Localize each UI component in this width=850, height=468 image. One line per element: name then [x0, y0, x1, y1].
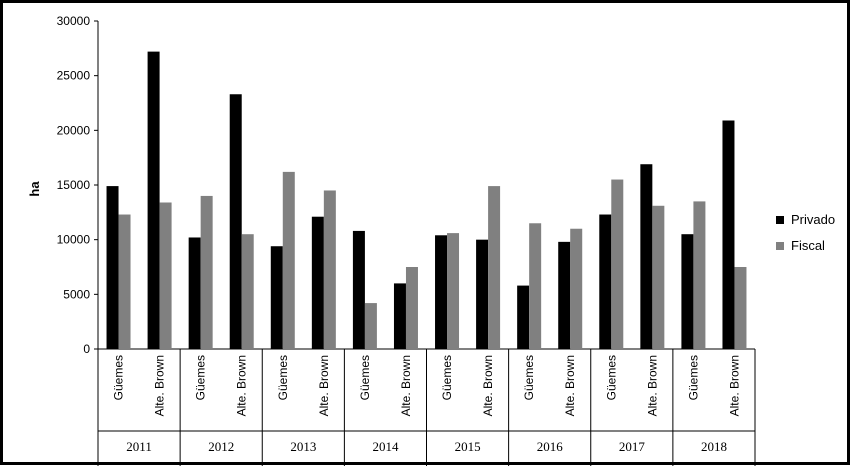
bar-privado-2014-guemes: [352, 230, 365, 349]
x-year-label: 2014: [372, 439, 399, 454]
bar-privado-2018-alte-brown: [722, 120, 735, 349]
y-tick-label: 25000: [57, 69, 91, 83]
x-category-label: Alte. Brown: [153, 355, 167, 416]
x-category-label: Alte. Brown: [727, 355, 741, 416]
bar-fiscal-2011-alte-brown: [159, 202, 172, 349]
bar-privado-2015-guemes: [435, 235, 448, 349]
x-category-label: Alte. Brown: [317, 355, 331, 416]
bar-privado-2018-guemes: [681, 234, 694, 349]
bar-fiscal-2013-guemes: [282, 171, 295, 349]
bar-fiscal-2014-alte-brown: [405, 267, 418, 349]
bar-fiscal-2015-alte-brown: [488, 186, 501, 349]
bar-fiscal-2011-guemes: [118, 214, 131, 349]
bar-fiscal-2016-guemes: [529, 223, 542, 349]
bar-fiscal-2013-alte-brown: [323, 190, 336, 349]
bar-privado-2011-alte-brown: [147, 51, 160, 349]
x-category-label: Alte. Brown: [645, 355, 659, 416]
bar-privado-2014-alte-brown: [393, 283, 406, 349]
x-category-label: Güemes: [604, 355, 618, 400]
y-tick-label: 10000: [57, 233, 91, 247]
legend: Privado Fiscal: [776, 212, 835, 253]
legend-swatch-privado: [776, 216, 784, 224]
axes: 0 5000 10000 15000 20000 25000 30000: [57, 14, 756, 466]
x-category-label: Alte. Brown: [399, 355, 413, 416]
bar-fiscal-2016-alte-brown: [570, 228, 583, 349]
bar-privado-2012-alte-brown: [229, 94, 242, 350]
legend-swatch-fiscal: [776, 242, 784, 250]
bar-privado-2011-guemes: [106, 186, 119, 349]
x-category-label: Güemes: [686, 355, 700, 400]
bar-fiscal-2012-alte-brown: [241, 234, 254, 349]
y-tick-label: 0: [83, 342, 90, 356]
y-tick-label: 15000: [57, 178, 91, 192]
x-year-label: 2018: [701, 439, 727, 454]
x-category-label: Alte. Brown: [563, 355, 577, 416]
y-axis-label: ha: [27, 181, 42, 197]
x-category-label: Güemes: [112, 355, 126, 400]
bar-privado-2016-guemes: [517, 285, 530, 349]
x-category-label: Güemes: [440, 355, 454, 400]
x-year-label: 2017: [619, 439, 646, 454]
x-category-label: Güemes: [522, 355, 536, 400]
y-tick-label: 20000: [57, 123, 91, 137]
x-category-label: Alte. Brown: [235, 355, 249, 416]
x-year-label: 2015: [455, 439, 481, 454]
x-year-label: 2011: [126, 439, 152, 454]
x-category-label: Güemes: [194, 355, 208, 400]
y-tick-label: 30000: [57, 14, 91, 28]
bar-privado-2013-guemes: [270, 246, 283, 349]
bar-privado-2013-alte-brown: [311, 216, 324, 349]
x-category-label: Güemes: [276, 355, 290, 400]
bar-privado-2016-alte-brown: [558, 241, 571, 349]
x-year-label: 2013: [290, 439, 316, 454]
x-category-label: Alte. Brown: [481, 355, 495, 416]
x-category-label: Güemes: [358, 355, 372, 400]
bar-privado-2012-guemes: [188, 237, 201, 349]
bar-privado-2015-alte-brown: [476, 239, 489, 349]
bar-fiscal-2017-guemes: [611, 179, 624, 349]
bar-fiscal-2018-alte-brown: [734, 267, 747, 349]
x-year-label: 2016: [537, 439, 564, 454]
bar-fiscal-2018-guemes: [693, 201, 706, 349]
x-year-label: 2012: [208, 439, 234, 454]
bar-fiscal-2015-guemes: [447, 233, 460, 349]
legend-label-fiscal: Fiscal: [791, 238, 825, 253]
bar-privado-2017-alte-brown: [640, 164, 653, 349]
y-tick-label: 5000: [63, 287, 90, 301]
bar-fiscal-2012-guemes: [200, 195, 213, 349]
bar-fiscal-2014-guemes: [364, 303, 377, 349]
bar-chart: 0 5000 10000 15000 20000 25000 30000 Güemes Alt…: [27, 14, 835, 466]
bar-fiscal-2017-alte-brown: [652, 205, 665, 349]
legend-label-privado: Privado: [791, 212, 835, 227]
x-axis-labels: Güemes Alte. Brown 2011 Güemes Alte. Brown 20…: [112, 355, 742, 454]
bar-privado-2017-guemes: [599, 214, 612, 349]
bars: [106, 51, 747, 350]
